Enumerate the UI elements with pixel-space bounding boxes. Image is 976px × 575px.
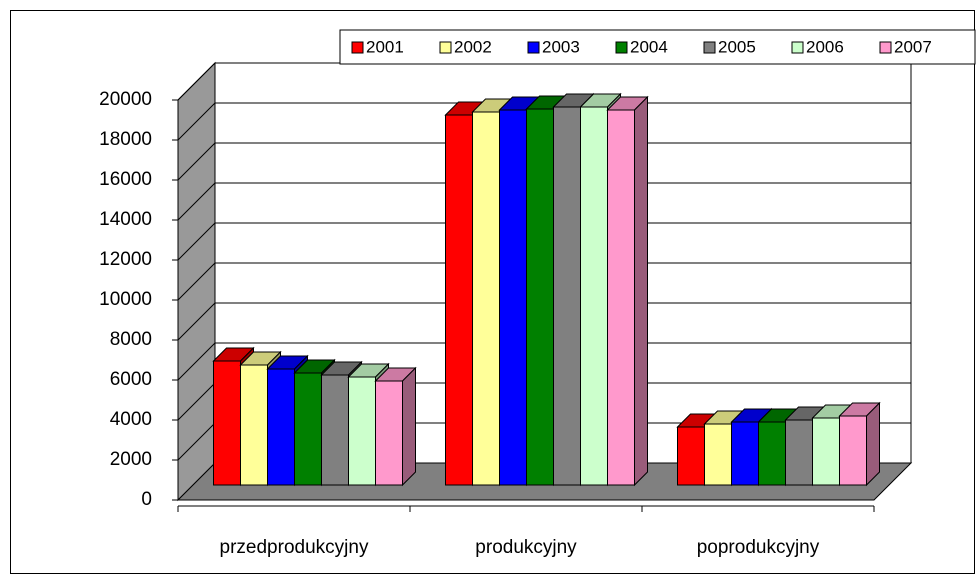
grid-line	[177, 302, 216, 341]
y-tick-label: 0	[141, 489, 152, 510]
legend-swatch	[703, 41, 716, 54]
legend-swatch	[791, 41, 804, 54]
bar	[838, 401, 881, 487]
bar-front	[704, 423, 732, 486]
y-tick-label: 12000	[99, 249, 152, 270]
bar-front	[321, 374, 349, 486]
bar-front	[499, 109, 527, 486]
bar-front	[731, 421, 759, 486]
bar-side	[634, 95, 648, 487]
x-tick-label: przedprodukcyjny	[220, 537, 369, 558]
bar-front	[240, 364, 268, 486]
bar-front	[213, 360, 241, 486]
legend-swatch	[615, 41, 628, 54]
legend-label: 2003	[542, 37, 580, 56]
legend-swatch	[879, 41, 892, 54]
grid-line	[177, 382, 216, 421]
legend-label: 2007	[894, 37, 932, 56]
x-tick-label: produkcyjny	[475, 537, 577, 558]
bar-front	[553, 106, 581, 486]
bar-front	[267, 368, 295, 486]
bar-side	[402, 366, 416, 487]
y-tick-label: 10000	[99, 289, 152, 310]
bar-front	[472, 111, 500, 486]
y-tick-label: 20000	[99, 89, 152, 110]
bar-front	[607, 109, 635, 486]
bar-front	[812, 417, 840, 486]
legend-swatch	[527, 41, 540, 54]
y-tick-label: 4000	[110, 409, 152, 430]
bar-front	[839, 415, 867, 486]
legend-label: 2001	[366, 37, 404, 56]
grid-line	[177, 182, 216, 221]
bar-front	[758, 421, 786, 486]
bar	[606, 95, 649, 487]
bar-front	[785, 419, 813, 486]
grid-line	[177, 342, 216, 381]
grid-line	[177, 262, 216, 301]
bar-front	[580, 106, 608, 486]
legend-swatch	[351, 41, 364, 54]
grid-line	[177, 62, 216, 101]
bar-front	[526, 108, 554, 486]
y-tick-label: 2000	[110, 449, 152, 470]
y-tick-label: 14000	[99, 209, 152, 230]
bar	[374, 366, 417, 487]
legend-label: 2006	[806, 37, 844, 56]
legend-label: 2004	[630, 37, 668, 56]
bar-side	[866, 401, 880, 487]
bar-front	[677, 426, 705, 486]
grid-line	[177, 142, 216, 181]
legend-swatch	[439, 41, 452, 54]
bar-front	[348, 376, 376, 486]
bar-front	[445, 114, 473, 486]
y-tick-label: 8000	[110, 329, 152, 350]
y-tick-label: 16000	[99, 169, 152, 190]
legend-label: 2002	[454, 37, 492, 56]
y-tick-label: 18000	[99, 129, 152, 150]
grid-line	[177, 102, 216, 141]
x-tick-label: poprodukcyjny	[697, 537, 820, 558]
grid-line	[177, 422, 216, 461]
grid-line	[177, 222, 216, 261]
y-tick-label: 6000	[110, 369, 152, 390]
bar-front	[375, 380, 403, 486]
legend-label: 2005	[718, 37, 756, 56]
bar-front	[294, 372, 322, 486]
